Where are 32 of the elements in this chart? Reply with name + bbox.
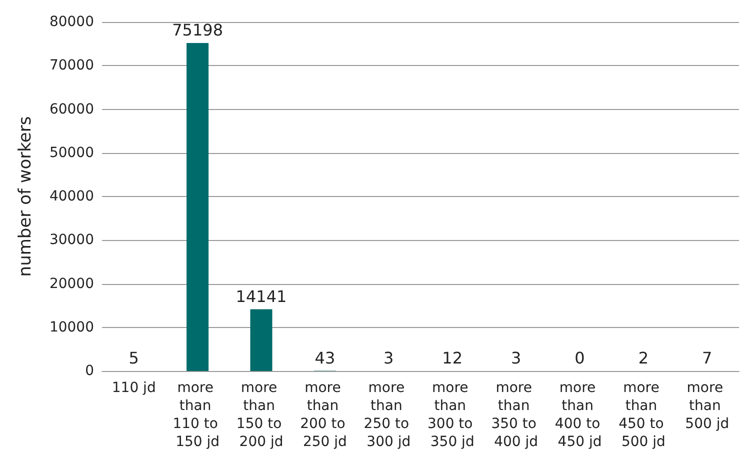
data-label: 7	[702, 348, 712, 368]
y-tick-label: 70000	[49, 58, 94, 74]
x-tick-label: more than 350 to 400 jd	[491, 380, 541, 450]
y-tick-label: 30000	[49, 232, 94, 248]
x-tick-label: more than 110 to 150 jd	[172, 380, 222, 450]
data-label: 75198	[172, 20, 224, 40]
data-label: 14141	[236, 286, 287, 306]
x-tick-label: 110 jd	[112, 380, 156, 396]
y-tick-label: 60000	[49, 101, 94, 118]
data-label: 3	[384, 348, 394, 368]
y-tick-label: 20000	[49, 276, 94, 292]
y-tick-label: 80000	[49, 14, 94, 30]
y-tick-label: 10000	[49, 319, 94, 336]
bar	[186, 42, 209, 371]
y-tick-label: 40000	[49, 188, 94, 204]
y-tick-label: 50000	[49, 144, 94, 161]
x-tick-label: more than 300 to 350 jd	[428, 380, 478, 450]
data-label: 43	[314, 348, 336, 368]
data-label: 5	[128, 348, 139, 368]
data-label: 12	[442, 348, 463, 368]
x-tick-label: more than 150 to 200 jd	[236, 380, 286, 450]
y-tick-label: 0	[85, 363, 94, 379]
x-tick-label: more than 500 jd	[685, 380, 730, 432]
x-tick-label: more than 450 to 500 jd	[618, 380, 668, 450]
x-tick-label: more than 400 to 450 jd	[554, 380, 605, 450]
data-label: 3	[510, 348, 522, 368]
x-tick-label: more than 250 to 300 jd	[364, 380, 414, 450]
x-tick-label: more than 200 to 250 jd	[300, 380, 350, 450]
data-label: 0	[574, 348, 585, 368]
y-axis-title: number of workers	[16, 116, 36, 277]
data-label: 2	[638, 348, 649, 368]
bar	[250, 309, 272, 371]
